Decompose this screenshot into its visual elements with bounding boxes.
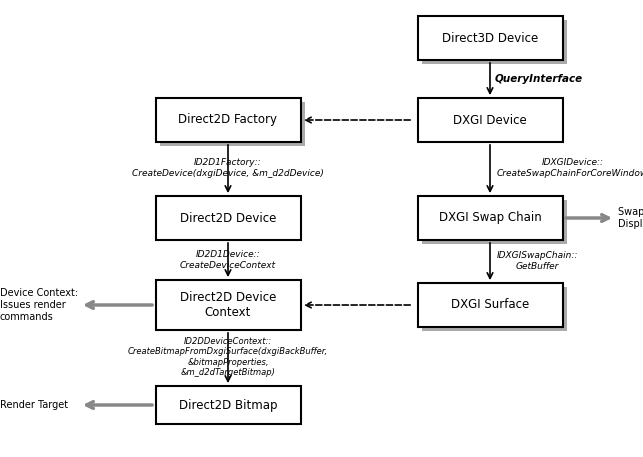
Text: QueryInterface: QueryInterface xyxy=(495,74,583,84)
Text: Direct2D Bitmap: Direct2D Bitmap xyxy=(179,399,277,411)
Text: Direct2D Device
Context: Direct2D Device Context xyxy=(180,291,276,319)
Text: Direct2D Device: Direct2D Device xyxy=(180,212,276,224)
Bar xyxy=(417,283,563,327)
Bar xyxy=(417,98,563,142)
Bar xyxy=(422,287,566,331)
Text: Render Target: Render Target xyxy=(0,400,68,410)
Bar xyxy=(422,20,566,64)
Text: IDXGIDevice::
CreateSwapChainForCoreWindow: IDXGIDevice:: CreateSwapChainForCoreWind… xyxy=(497,158,643,178)
Text: Swap Chain:
Displays: Swap Chain: Displays xyxy=(618,207,643,229)
Text: DXGI Device: DXGI Device xyxy=(453,113,527,127)
Text: Direct3D Device: Direct3D Device xyxy=(442,32,538,44)
Bar xyxy=(422,200,566,244)
Text: IDXGISwapChain::
GetBuffer: IDXGISwapChain:: GetBuffer xyxy=(497,251,578,271)
Text: Direct2D Factory: Direct2D Factory xyxy=(179,113,278,127)
Bar xyxy=(159,102,305,146)
Bar xyxy=(156,386,300,424)
Text: DXGI Swap Chain: DXGI Swap Chain xyxy=(439,212,541,224)
Bar xyxy=(156,98,300,142)
Bar xyxy=(156,196,300,240)
Bar xyxy=(156,280,300,330)
Text: Device Context:
Issues render
commands: Device Context: Issues render commands xyxy=(0,288,78,322)
Text: ID2D1Device::
CreateDeviceContext: ID2D1Device:: CreateDeviceContext xyxy=(180,250,276,270)
Bar xyxy=(417,16,563,60)
Text: DXGI Surface: DXGI Surface xyxy=(451,298,529,312)
Text: ID2D1Factory::
CreateDevice(dxgiDevice, &m_d2dDevice): ID2D1Factory:: CreateDevice(dxgiDevice, … xyxy=(132,158,324,178)
Bar xyxy=(417,196,563,240)
Text: ID2DDeviceContext::
CreateBitmapFromDxgiSurface(dxgiBackBuffer,
&bitmapPropertie: ID2DDeviceContext:: CreateBitmapFromDxgi… xyxy=(128,337,328,377)
